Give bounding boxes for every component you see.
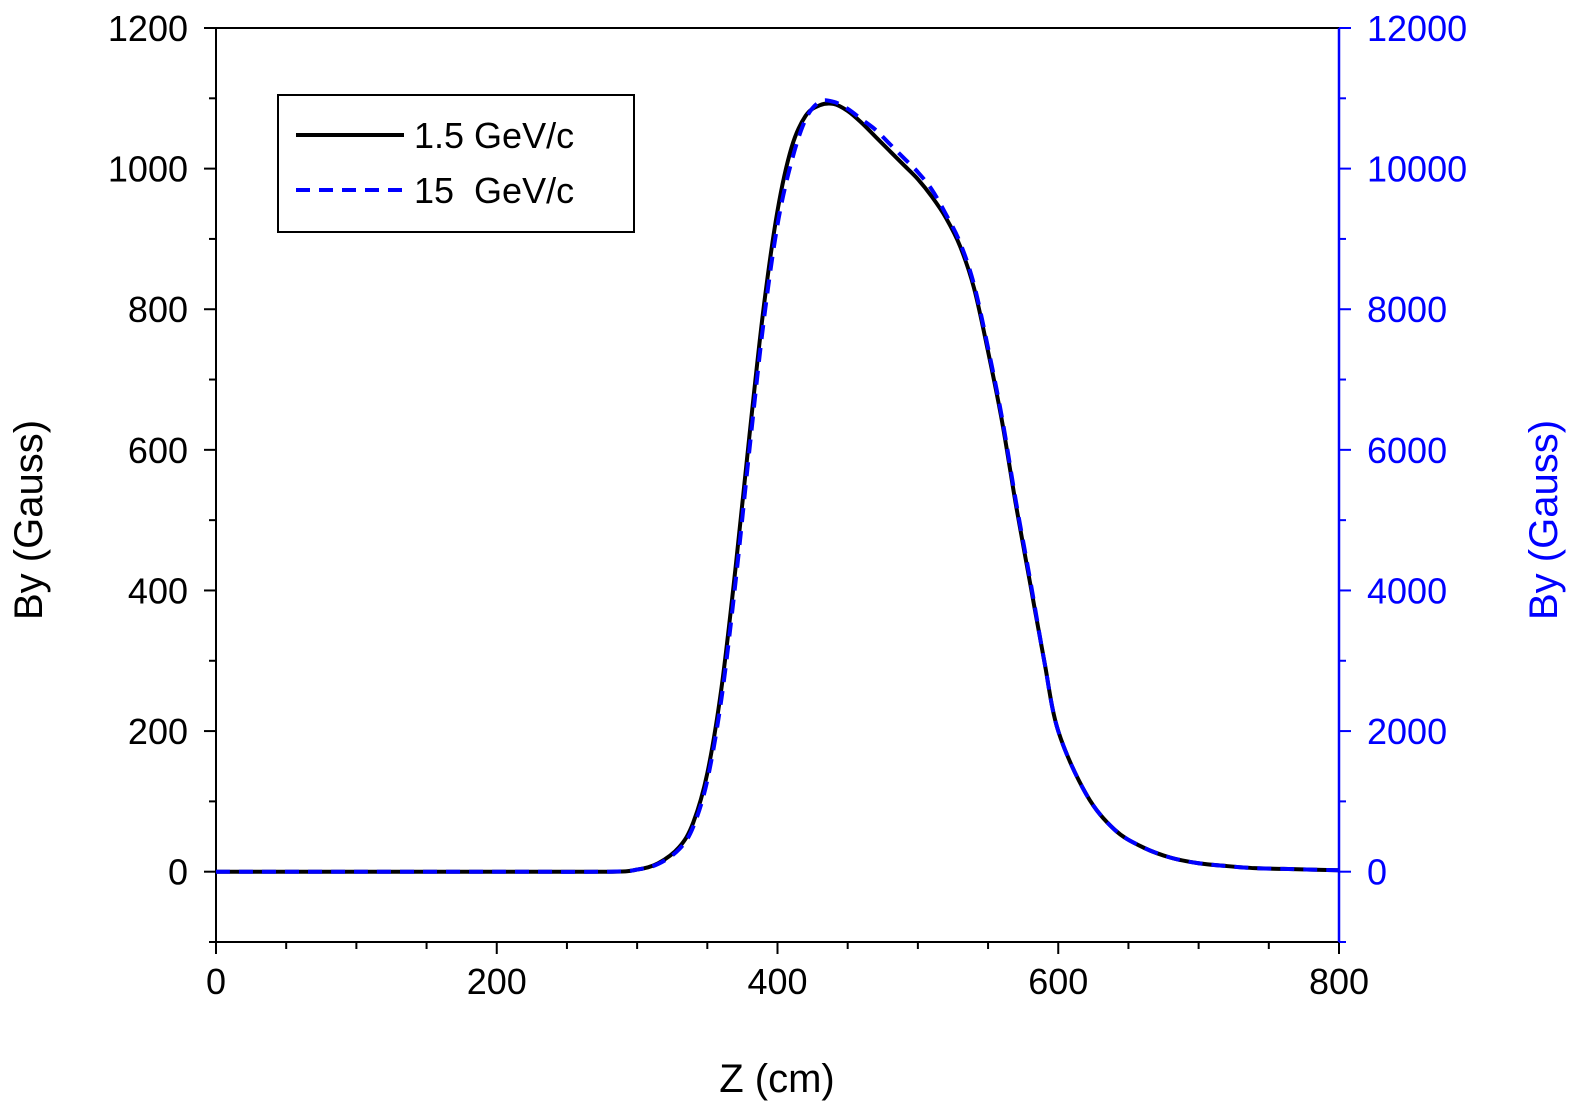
series-layer — [216, 98, 1340, 874]
x-tick-label: 0 — [206, 961, 226, 1002]
x-axis-title: Z (cm) — [719, 1057, 835, 1101]
x-tick-label: 800 — [1309, 961, 1369, 1002]
y-right-tick-label: 8000 — [1367, 289, 1447, 330]
x-tick-label: 600 — [1028, 961, 1088, 1002]
axes: 0 200 400 600 800020040060080010001200020004… — [108, 8, 1467, 1002]
y-axis-left-title: By (Gauss) — [7, 420, 51, 620]
y-left-tick-label: 800 — [128, 289, 188, 330]
y-left-tick-label: 1000 — [108, 149, 188, 190]
x-tick-label: 200 — [467, 961, 527, 1002]
y-left-tick-label: 400 — [128, 570, 188, 611]
legend-box — [277, 94, 635, 233]
legend: 1.5 GeV/c 15 GeV/c — [277, 94, 635, 233]
y-right-tick-label: 0 — [1367, 852, 1387, 893]
y-left-tick-label: 1200 — [108, 8, 188, 49]
y-right-tick-label: 10000 — [1367, 149, 1467, 190]
y-left-tick-label: 600 — [128, 430, 188, 471]
y-left-tick-label: 200 — [128, 711, 188, 752]
legend-label-series-2: 15 GeV/c — [414, 170, 574, 211]
legend-label-series-1: 1.5 GeV/c — [414, 115, 574, 156]
y-right-tick-label: 12000 — [1367, 8, 1467, 49]
y-right-tick-label: 4000 — [1367, 570, 1447, 611]
x-tick-label: 400 — [747, 961, 807, 1002]
series-line-2 — [216, 98, 1340, 874]
y-left-tick-label: 0 — [168, 852, 188, 893]
y-right-tick-label: 6000 — [1367, 430, 1447, 471]
y-axis-right-title: By (Gauss) — [1522, 420, 1566, 620]
y-right-tick-label: 2000 — [1367, 711, 1447, 752]
